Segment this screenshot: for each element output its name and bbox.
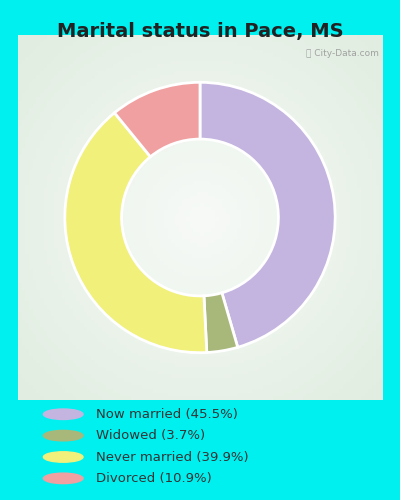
Wedge shape <box>204 293 238 352</box>
Wedge shape <box>65 113 207 352</box>
Circle shape <box>43 430 83 441</box>
Text: ⓘ City-Data.com: ⓘ City-Data.com <box>306 48 378 58</box>
Text: Never married (39.9%): Never married (39.9%) <box>96 450 248 464</box>
Text: Divorced (10.9%): Divorced (10.9%) <box>96 472 211 485</box>
Text: Marital status in Pace, MS: Marital status in Pace, MS <box>57 22 343 42</box>
Circle shape <box>43 473 83 484</box>
Wedge shape <box>114 82 200 157</box>
Wedge shape <box>200 82 335 347</box>
Text: Now married (45.5%): Now married (45.5%) <box>96 408 238 421</box>
Circle shape <box>43 452 83 462</box>
Circle shape <box>43 409 83 420</box>
Text: Widowed (3.7%): Widowed (3.7%) <box>96 429 205 442</box>
